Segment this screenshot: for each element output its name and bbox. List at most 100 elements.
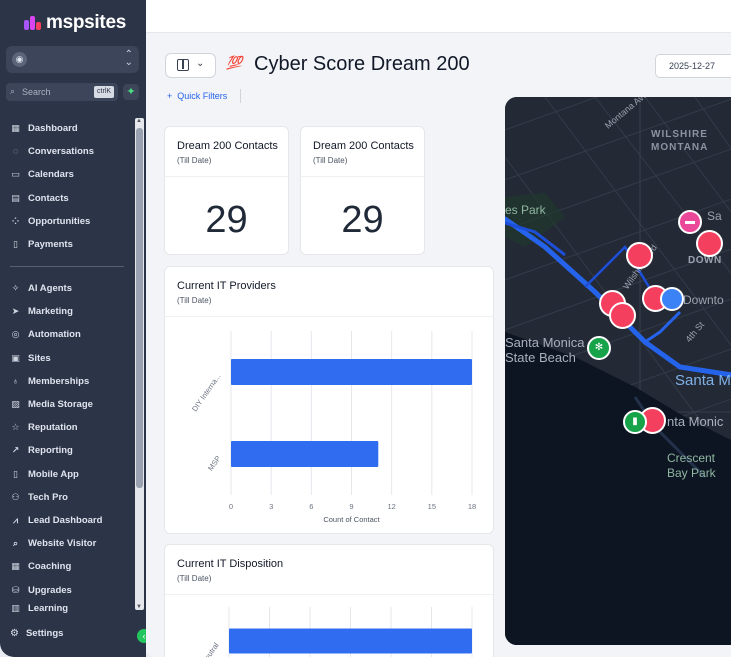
sidebar-item-conversations[interactable]: ◌ Conversations: [10, 140, 94, 163]
bar-0[interactable]: [231, 359, 472, 385]
sidebar-item-label: Sites: [28, 352, 51, 364]
sidebar-item-mobile-app[interactable]: ▯ Mobile App: [10, 463, 102, 486]
layout-dropdown-button[interactable]: ⌄: [165, 53, 216, 78]
map-pin-transit[interactable]: [660, 287, 684, 311]
sidebar-item-settings[interactable]: ⚙ Settings: [10, 628, 63, 639]
stat-card-dream-200[interactable]: Dream 200 Contacts (Till Date) 29: [164, 126, 289, 255]
map-label: Santa M: [675, 372, 731, 389]
quick-action-button[interactable]: ✦: [123, 84, 139, 100]
sidebar-item-coaching[interactable]: ▦ Coaching: [10, 555, 102, 578]
contacts-map[interactable]: WILSHIRE MONTANA es Park Sa DOWN Downto …: [505, 97, 731, 645]
send-icon: ➤: [11, 306, 20, 317]
sidebar-item-label: Automation: [28, 329, 81, 341]
sidebar-item-ai-agents[interactable]: ✧ AI Agents: [10, 277, 102, 300]
sidebar-item-automation[interactable]: ◎ Automation: [10, 323, 102, 346]
sidebar-item-label: Reputation: [28, 422, 78, 434]
category-label: DIY Interna...: [190, 372, 223, 413]
it-providers-chart: DIY Interna... MSP 0 3 6 9 12 15 18 Count of Cont…: [190, 331, 476, 524]
sidebar-item-label: Opportunities: [28, 215, 91, 227]
sidebar-item-marketing[interactable]: ➤ Marketing: [10, 300, 102, 323]
map-label: DOWN: [688, 255, 722, 266]
plus-icon: +: [167, 91, 173, 101]
category-label: MSP: [206, 454, 223, 472]
sidebar-item-learning[interactable]: ▥ Learning: [10, 602, 102, 616]
sidebar-item-label: Lead Dashboard: [28, 514, 103, 526]
chevron-updown-icon: ⌃ ⌄: [124, 49, 133, 68]
map-pin-park[interactable]: ▮: [623, 410, 647, 434]
scroll-up-icon[interactable]: ▲: [136, 118, 142, 124]
sidebar-item-reputation[interactable]: ☆ Reputation: [10, 416, 102, 439]
nav-primary: ▦ Dashboard ◌ Conversations ▭ Calendars ▤ Co…: [10, 117, 94, 256]
hotel-icon: ▬: [685, 216, 695, 227]
scroll-down-icon[interactable]: ▼: [136, 604, 142, 610]
sidebar-item-label: Website Visitor: [28, 538, 97, 550]
sidebar-item-media-storage[interactable]: ▨ Media Storage: [10, 393, 102, 416]
card-divider: [301, 176, 424, 177]
sidebar-item-reporting[interactable]: ↗ Reporting: [10, 439, 102, 462]
account-switcher[interactable]: ◉ ⌃ ⌄: [6, 46, 139, 73]
sidebar-search-input[interactable]: ⌕ Search ctrlK: [6, 83, 118, 101]
automation-icon: ◎: [11, 329, 20, 340]
scrollbar-thumb[interactable]: [136, 128, 143, 488]
sidebar-item-upgrades[interactable]: ⛁ Upgrades: [10, 578, 102, 601]
map-label: MONTANA: [651, 142, 709, 153]
sidebar-divider: [10, 266, 124, 267]
chart-subtitle: (Till Date): [177, 574, 212, 583]
sites-icon: ▣: [11, 352, 20, 363]
date-picker[interactable]: 2025-12-27: [655, 54, 731, 78]
map-pin-hotel[interactable]: ▬: [678, 210, 702, 234]
sparkle-icon: ✧: [11, 283, 20, 294]
sidebar-scrollbar[interactable]: ▲ ▼: [135, 118, 144, 610]
layout-icon: [177, 59, 189, 71]
bar-1[interactable]: [231, 441, 379, 467]
map-label: Santa Monica: [505, 335, 585, 350]
brand-logo[interactable]: mspsites: [24, 12, 126, 34]
quick-filters-button[interactable]: + Quick Filters: [167, 91, 227, 101]
search-icon: ⌕: [10, 86, 16, 96]
card-divider: [165, 316, 493, 317]
sidebar-item-opportunities[interactable]: ⁘ Opportunities: [10, 210, 94, 233]
map-pin-park[interactable]: ✻: [587, 336, 611, 360]
payments-icon: ▯: [13, 239, 18, 250]
tick-label: 15: [428, 502, 436, 511]
map-label: WILSHIRE: [651, 129, 708, 140]
sidebar-item-calendars[interactable]: ▭ Calendars: [10, 163, 94, 186]
sidebar-item-label: Memberships: [28, 375, 90, 387]
sidebar-item-contacts[interactable]: ▤ Contacts: [10, 187, 94, 210]
sidebar-item-tech-pro[interactable]: ⚇ Tech Pro: [10, 486, 102, 509]
sidebar-item-lead-dashboard[interactable]: ⩘ Lead Dashboard: [10, 509, 102, 532]
sidebar-item-label: Payments: [28, 239, 73, 251]
users-icon: ⚇: [11, 491, 20, 502]
sidebar-item-sites[interactable]: ▣ Sites: [10, 347, 102, 370]
map-label: Sa: [707, 209, 722, 223]
sidebar-item-dashboard[interactable]: ▦ Dashboard: [10, 117, 94, 140]
brand-name: mspsites: [46, 12, 126, 33]
map-streets: [505, 97, 731, 645]
hundred-icon: 💯: [226, 55, 242, 70]
card-title: Dream 200 Contacts: [177, 140, 278, 152]
search-placeholder: Search: [22, 87, 51, 97]
card-subtitle: (Till Date): [313, 156, 348, 165]
card-divider: [165, 176, 288, 177]
sidebar-item-label: Contacts: [28, 192, 69, 204]
main-content: ⌄ 💯 Cyber Score Dream 200 2025-12-27 + Q…: [146, 0, 731, 657]
sidebar-item-website-visitor[interactable]: ⌕ Website Visitor: [10, 532, 102, 555]
sidebar-item-label: Mobile App: [28, 468, 79, 480]
map-pin[interactable]: [696, 230, 723, 257]
bar-0[interactable]: [229, 628, 472, 654]
stat-card-dream-200-2[interactable]: Dream 200 Contacts (Till Date) 29: [300, 126, 425, 255]
sidebar-item-memberships[interactable]: ♁ Memberships: [10, 370, 102, 393]
card-title: Dream 200 Contacts: [313, 140, 414, 152]
chart-subtitle: (Till Date): [177, 296, 212, 305]
chart-title: Current IT Disposition: [177, 558, 284, 570]
map-label: Downto: [683, 293, 724, 307]
map-pin[interactable]: [626, 242, 653, 269]
map-pin[interactable]: [609, 302, 636, 329]
chart-icon: ⩘: [12, 514, 19, 525]
sidebar-item-payments[interactable]: ▯ Payments: [10, 233, 94, 256]
user-icon: ◉: [12, 52, 27, 67]
star-icon: ☆: [11, 422, 20, 433]
chevron-left-icon: ‹: [142, 631, 146, 641]
stat-value: 29: [205, 199, 248, 241]
top-bar: [146, 0, 731, 33]
